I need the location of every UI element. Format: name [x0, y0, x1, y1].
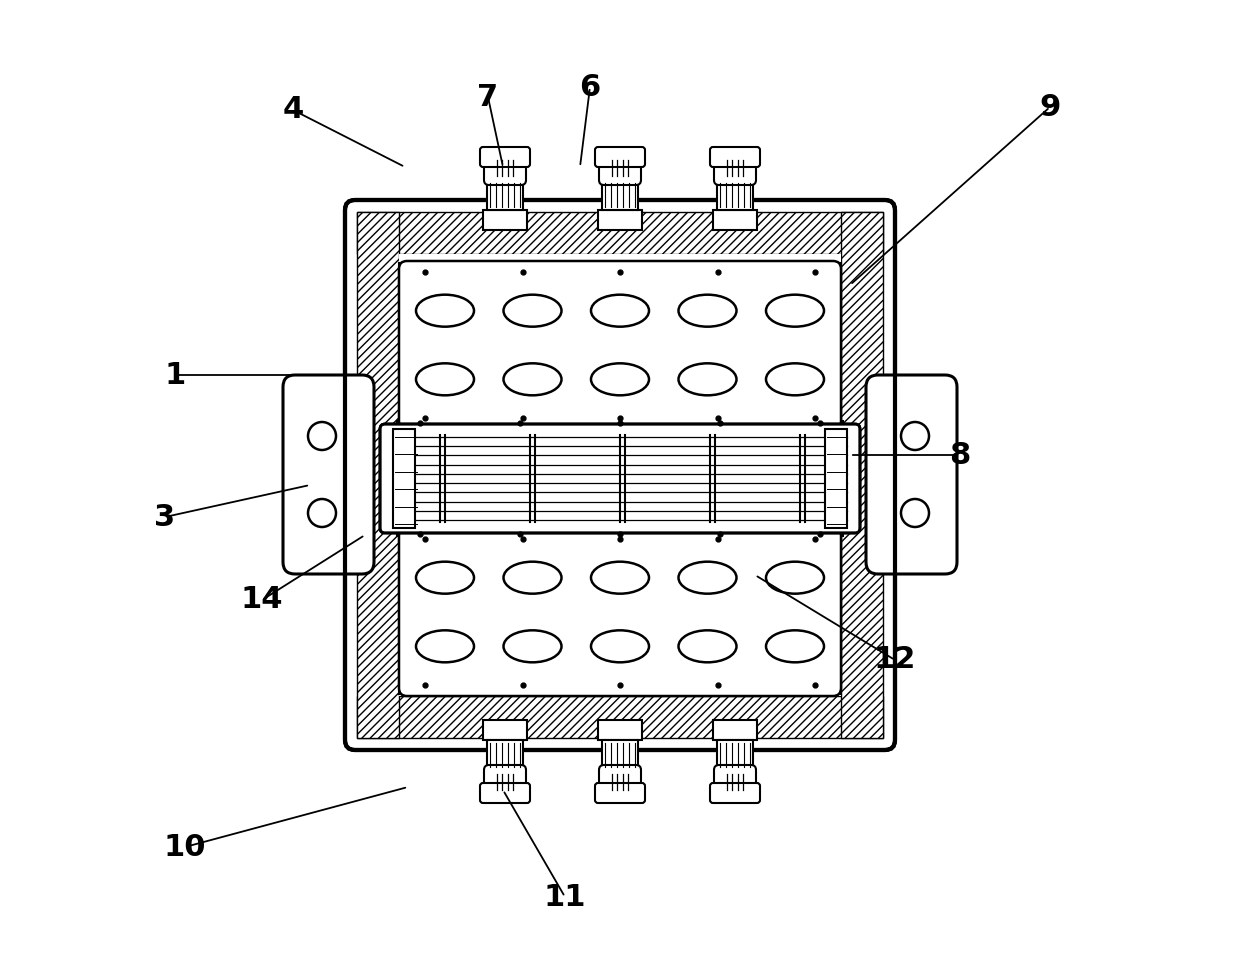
Bar: [399, 263, 841, 427]
Bar: [601, 180, 639, 210]
Bar: [825, 429, 847, 528]
Text: 1: 1: [165, 361, 186, 390]
Text: 3: 3: [155, 503, 176, 532]
Bar: [487, 740, 523, 770]
Ellipse shape: [678, 294, 737, 327]
Bar: [841, 212, 883, 738]
Text: 11: 11: [544, 883, 587, 912]
FancyBboxPatch shape: [484, 153, 526, 185]
FancyBboxPatch shape: [399, 261, 841, 429]
Ellipse shape: [591, 363, 649, 396]
FancyBboxPatch shape: [595, 147, 645, 167]
Ellipse shape: [766, 562, 825, 593]
Bar: [598, 720, 642, 740]
Ellipse shape: [503, 630, 562, 662]
FancyBboxPatch shape: [595, 783, 645, 803]
FancyBboxPatch shape: [480, 147, 529, 167]
Bar: [357, 696, 883, 738]
FancyBboxPatch shape: [714, 153, 756, 185]
Bar: [357, 212, 883, 254]
Ellipse shape: [678, 562, 737, 593]
FancyBboxPatch shape: [711, 147, 760, 167]
Ellipse shape: [415, 562, 474, 593]
Bar: [598, 210, 642, 230]
Ellipse shape: [678, 630, 737, 662]
FancyBboxPatch shape: [480, 783, 529, 803]
Ellipse shape: [503, 363, 562, 396]
Text: 10: 10: [164, 833, 206, 862]
Text: 6: 6: [579, 72, 600, 101]
FancyBboxPatch shape: [866, 375, 957, 574]
FancyBboxPatch shape: [484, 765, 526, 797]
FancyBboxPatch shape: [714, 765, 756, 797]
Circle shape: [308, 422, 336, 450]
Ellipse shape: [678, 363, 737, 396]
Ellipse shape: [591, 630, 649, 662]
Bar: [487, 180, 523, 210]
Text: 14: 14: [241, 586, 283, 615]
Bar: [713, 210, 756, 230]
Ellipse shape: [415, 294, 474, 327]
Ellipse shape: [415, 630, 474, 662]
Bar: [393, 429, 415, 528]
Ellipse shape: [415, 363, 474, 396]
Bar: [717, 180, 753, 210]
FancyBboxPatch shape: [399, 528, 841, 696]
Bar: [484, 720, 527, 740]
Text: 8: 8: [950, 440, 971, 470]
Bar: [399, 530, 841, 694]
Ellipse shape: [591, 294, 649, 327]
Ellipse shape: [503, 294, 562, 327]
Bar: [484, 210, 527, 230]
Circle shape: [308, 499, 336, 527]
Ellipse shape: [503, 562, 562, 593]
Bar: [357, 212, 399, 738]
Bar: [397, 421, 843, 536]
FancyBboxPatch shape: [711, 783, 760, 803]
Ellipse shape: [591, 562, 649, 593]
Ellipse shape: [766, 630, 825, 662]
FancyBboxPatch shape: [599, 765, 641, 797]
Circle shape: [901, 422, 929, 450]
Ellipse shape: [766, 294, 825, 327]
Text: 4: 4: [283, 96, 304, 124]
Circle shape: [901, 499, 929, 527]
FancyBboxPatch shape: [345, 200, 895, 750]
Bar: [601, 740, 639, 770]
FancyBboxPatch shape: [599, 153, 641, 185]
Bar: [399, 254, 841, 696]
Text: 7: 7: [477, 82, 498, 112]
FancyBboxPatch shape: [283, 375, 374, 574]
FancyBboxPatch shape: [379, 424, 861, 533]
Text: 9: 9: [1039, 93, 1060, 122]
Text: 12: 12: [874, 646, 916, 675]
Bar: [713, 720, 756, 740]
Bar: [717, 740, 753, 770]
Ellipse shape: [766, 363, 825, 396]
